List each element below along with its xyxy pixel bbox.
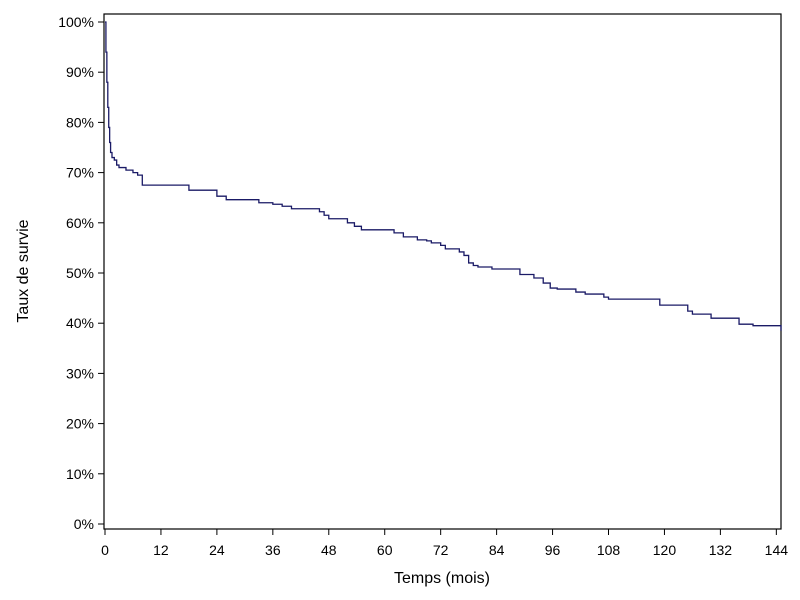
y-tick-label: 50%	[66, 265, 94, 281]
y-tick-label: 80%	[66, 114, 94, 130]
x-tick-label: 144	[765, 542, 789, 558]
x-tick-label: 84	[489, 542, 505, 558]
x-tick-label: 24	[209, 542, 225, 558]
x-tick-label: 96	[545, 542, 561, 558]
plot-frame	[103, 13, 782, 530]
y-tick-label: 20%	[66, 416, 94, 432]
x-tick-label: 0	[101, 542, 109, 558]
x-tick-label: 60	[377, 542, 393, 558]
x-axis: 0 12 24 36 48 60 72 84 96 108 120 132 144	[101, 529, 788, 558]
x-tick-label: 72	[433, 542, 449, 558]
x-tick-label: 48	[321, 542, 337, 558]
x-tick-label: 120	[653, 542, 677, 558]
x-tick-label: 108	[597, 542, 621, 558]
y-tick-label: 60%	[66, 215, 94, 231]
y-tick-label: 90%	[66, 64, 94, 80]
y-tick-label: 70%	[66, 165, 94, 181]
x-axis-title: Temps (mois)	[394, 570, 490, 587]
y-tick-label: 0%	[74, 516, 94, 532]
y-tick-label: 10%	[66, 466, 94, 482]
x-tick-label: 12	[153, 542, 169, 558]
y-axis: 0% 10% 20% 30% 40% 50% 60% 70% 80% 90% 100%	[58, 14, 104, 532]
x-tick-label: 36	[265, 542, 281, 558]
y-tick-label: 40%	[66, 315, 94, 331]
survival-curve	[105, 21, 782, 331]
y-tick-label: 100%	[58, 14, 94, 30]
y-tick-label: 30%	[66, 365, 94, 381]
y-axis-title: Taux de survie	[15, 219, 32, 322]
x-tick-label: 132	[709, 542, 733, 558]
